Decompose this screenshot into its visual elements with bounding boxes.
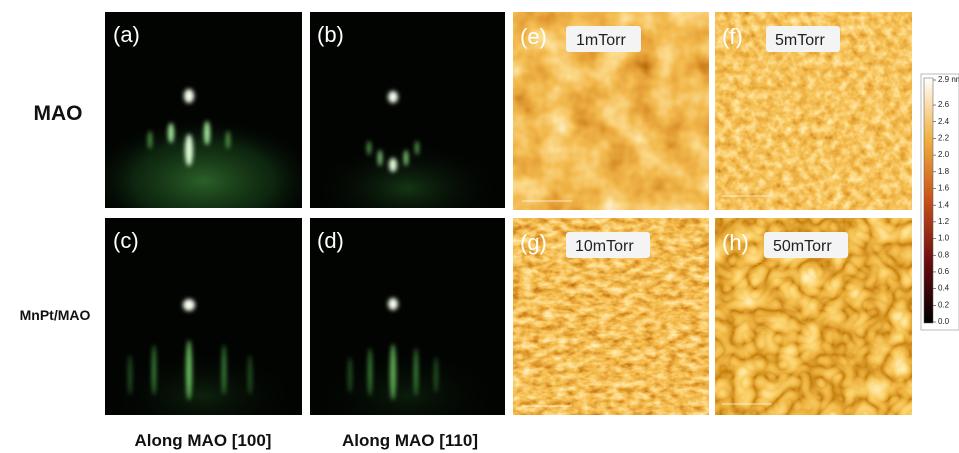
panel-label: (e) [520,24,547,49]
column-label: Along MAO [110] [342,431,478,450]
figure: (a) (b) (c) (d) (e) (f) (g) (h) 1mTorr 5… [0,0,959,453]
pressure-label: 1mTorr [576,32,626,49]
colorbar-tick-label: 1.4 [938,200,950,209]
panel-label: (f) [722,24,743,49]
pressure-label: 50mTorr [773,238,832,255]
panel-label: (g) [520,230,547,255]
row-label: MnPt/MAO [20,307,91,323]
panel-label: (d) [317,228,344,253]
panel-label: (h) [722,230,749,255]
pressure-label: 10mTorr [575,238,634,255]
colorbar-tick-label: 0.0 [938,317,950,326]
panel-label: (c) [113,228,139,253]
pressure-label: 5mTorr [775,32,825,49]
column-label: Along MAO [100] [135,431,272,450]
panel-label: (a) [113,22,140,47]
colorbar-tick-label: 2.0 [938,150,950,159]
colorbar [924,78,933,323]
colorbar-tick-label: 0.4 [938,284,950,293]
colorbar-tick-label: 1.0 [938,234,950,243]
colorbar-tick-label: 1.2 [938,217,950,226]
panel-label: (b) [317,22,344,47]
row-label: MAO [34,102,83,125]
colorbar-tick-label: 2.6 [938,100,950,109]
colorbar-tick-label: 1.8 [938,167,950,176]
colorbar-tick-label: 2.9 nm [938,75,959,84]
colorbar-tick-label: 0.2 [938,300,950,309]
colorbar-tick-label: 0.6 [938,267,950,276]
colorbar-tick-label: 0.8 [938,250,950,259]
colorbar-tick-label: 1.6 [938,184,950,193]
colorbar-tick-label: 2.4 [938,117,950,126]
colorbar-tick-label: 2.2 [938,134,950,143]
